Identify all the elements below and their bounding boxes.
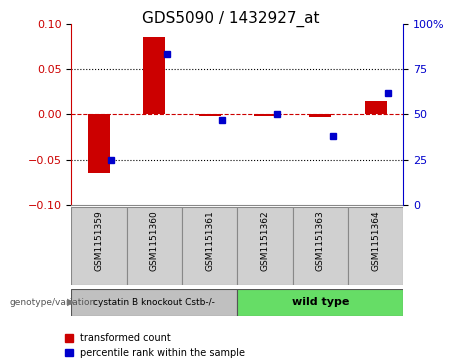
Bar — [309, 114, 331, 117]
Text: GSM1151363: GSM1151363 — [316, 210, 325, 271]
Bar — [143, 37, 165, 114]
Bar — [88, 114, 110, 173]
Text: GSM1151361: GSM1151361 — [205, 210, 214, 271]
Bar — [293, 207, 348, 285]
Bar — [237, 289, 403, 316]
Bar — [71, 289, 237, 316]
Legend: transformed count, percentile rank within the sample: transformed count, percentile rank withi… — [65, 333, 245, 358]
Bar — [237, 207, 293, 285]
Text: genotype/variation: genotype/variation — [9, 298, 95, 307]
Text: GSM1151362: GSM1151362 — [260, 210, 270, 271]
Text: wild type: wild type — [292, 297, 349, 307]
Bar — [71, 207, 127, 285]
Bar — [182, 207, 237, 285]
Bar — [127, 207, 182, 285]
Text: GSM1151360: GSM1151360 — [150, 210, 159, 271]
Text: cystatin B knockout Cstb-/-: cystatin B knockout Cstb-/- — [94, 298, 215, 307]
Bar — [199, 114, 221, 116]
Text: GSM1151364: GSM1151364 — [371, 210, 380, 271]
Text: GDS5090 / 1432927_at: GDS5090 / 1432927_at — [142, 11, 319, 27]
Bar — [254, 114, 276, 116]
Bar — [365, 101, 387, 114]
Text: GSM1151359: GSM1151359 — [95, 210, 104, 271]
Text: ▶: ▶ — [67, 297, 74, 307]
Bar — [348, 207, 403, 285]
